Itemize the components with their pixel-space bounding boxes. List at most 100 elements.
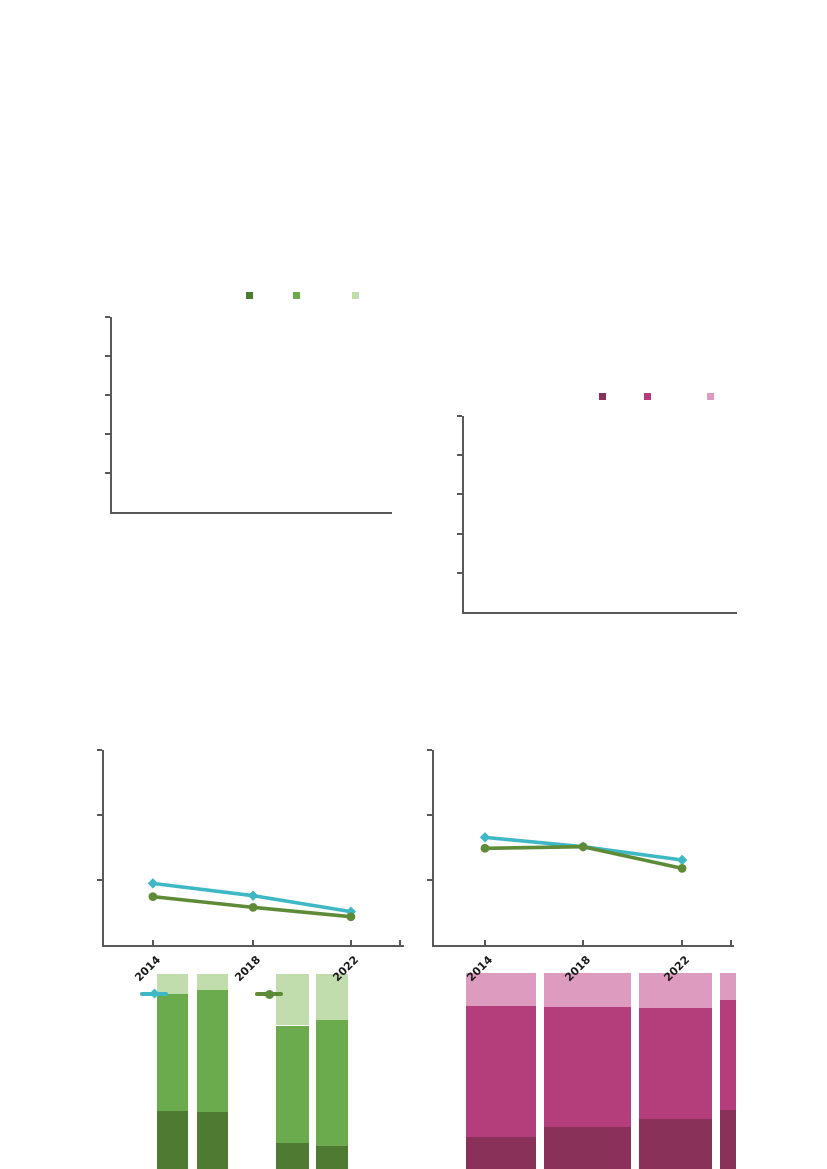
legend-swatch-green-series-mid — [293, 292, 300, 299]
stacked-bar — [465, 973, 536, 1169]
y-axis — [462, 416, 464, 614]
y-axis-tick — [97, 879, 102, 882]
bar-segment-pink-series-mid — [465, 1005, 536, 1137]
legend-entry-olive-series — [255, 989, 283, 999]
stacked-bar — [276, 974, 310, 1169]
x-axis-tick — [151, 940, 154, 945]
y-axis-tick — [457, 532, 462, 535]
line-plot — [147, 878, 357, 922]
y-axis-tick — [105, 472, 110, 474]
bar-segment-green-series-mid — [316, 1020, 349, 1147]
bar-segment-pink-series-dark — [544, 1126, 632, 1169]
y-axis-tick — [427, 879, 432, 882]
y-axis-tick — [97, 749, 102, 751]
data-point-diamond-marker — [676, 854, 688, 866]
bar-segment-green-series-light — [316, 974, 349, 1021]
line-series-teal-series — [483, 835, 684, 862]
bar-segment-green-series-dark — [316, 1146, 349, 1169]
y-axis-tick — [105, 433, 110, 435]
stacked-bar — [196, 974, 229, 1169]
y-axis-tick — [97, 813, 102, 816]
bar-segment-pink-series-mid — [639, 1007, 713, 1120]
legend-swatch-green-series-light — [352, 292, 359, 299]
legend-swatch-pink-series-light — [707, 393, 714, 400]
line-plot — [479, 832, 688, 873]
bar-segment-pink-series-dark — [465, 1136, 536, 1169]
x-axis-tick — [349, 940, 352, 945]
bar-segment-green-series-light — [196, 974, 229, 991]
x-tick-label: 2022 — [661, 953, 693, 985]
x-tick-label: 2018 — [232, 953, 264, 985]
bar-segment-pink-series-light — [639, 973, 713, 1008]
data-point-circle-marker — [148, 892, 158, 902]
x-axis — [462, 612, 737, 614]
legend-circle-marker — [264, 989, 274, 999]
x-tick-label: 2014 — [464, 953, 496, 985]
line-series-teal-series — [151, 881, 353, 914]
x-axis-tick — [484, 940, 486, 945]
y-axis-tick — [457, 493, 462, 496]
line-series-olive-series — [151, 894, 353, 919]
x-tick-label: 2018 — [562, 953, 594, 985]
data-point-circle-marker — [248, 902, 258, 912]
line-series-olive-series — [483, 844, 684, 871]
bar-segment-green-series-light — [276, 974, 310, 1026]
y-axis-tick — [457, 454, 462, 457]
bar-segment-pink-series-light — [544, 973, 632, 1007]
data-point-circle-marker — [578, 842, 588, 852]
x-axis-tick — [252, 940, 255, 945]
data-point-diamond-marker — [345, 906, 357, 917]
data-point-diamond-marker — [577, 841, 589, 852]
y-axis-tick — [457, 571, 462, 574]
x-tick-label: 2022 — [330, 953, 362, 985]
x-axis — [102, 945, 404, 947]
y-axis-tick — [457, 415, 462, 417]
bar-segment-pink-series-mid — [719, 999, 737, 1111]
y-axis — [432, 750, 434, 947]
bar-segment-green-series-mid — [196, 990, 229, 1112]
x-axis-tick — [681, 940, 684, 945]
y-axis-tick — [427, 749, 432, 751]
y-axis-tick — [105, 394, 110, 396]
data-point-circle-marker — [480, 843, 490, 853]
legend-entry-teal-series — [140, 988, 168, 999]
x-tick-label: 2014 — [132, 953, 164, 985]
legend-swatch-green-series-dark — [246, 292, 253, 299]
data-point-diamond-marker — [147, 878, 159, 889]
data-point-diamond-marker — [247, 890, 259, 901]
x-axis — [432, 945, 734, 947]
legend-diamond-marker — [149, 988, 159, 999]
bar-segment-pink-series-dark — [719, 1110, 737, 1169]
y-axis-tick — [427, 813, 432, 816]
y-axis-tick — [105, 316, 110, 318]
bar-segment-green-series-light — [156, 974, 189, 994]
x-axis-end-tick — [730, 940, 732, 945]
data-point-diamond-marker — [479, 832, 491, 843]
bar-segment-pink-series-mid — [544, 1006, 632, 1127]
stacked-bar — [719, 973, 737, 1169]
y-axis — [110, 317, 112, 514]
stacked-bar — [156, 974, 189, 1169]
stacked-bar — [544, 973, 632, 1169]
bar-segment-pink-series-light — [719, 973, 737, 1000]
bar-segment-green-series-mid — [276, 1025, 310, 1144]
legend-line-stroke — [255, 992, 283, 996]
bar-segment-pink-series-dark — [639, 1119, 713, 1169]
legend-line-stroke — [140, 992, 168, 996]
x-axis-end-tick — [399, 940, 402, 945]
legend-swatch-pink-series-dark — [599, 393, 606, 400]
data-point-circle-marker — [346, 912, 356, 922]
bar-segment-green-series-dark — [156, 1110, 189, 1169]
stacked-bar — [639, 973, 713, 1169]
x-axis — [110, 512, 392, 514]
y-axis-tick — [105, 355, 110, 357]
legend-swatch-pink-series-mid — [644, 393, 651, 400]
data-point-circle-marker — [677, 863, 687, 873]
bar-segment-pink-series-light — [465, 973, 536, 1006]
y-axis — [102, 750, 104, 947]
